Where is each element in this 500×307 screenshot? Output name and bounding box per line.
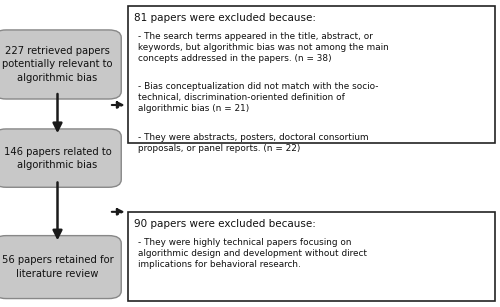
Text: 227 retrieved papers
potentially relevant to
algorithmic bias: 227 retrieved papers potentially relevan… — [2, 46, 113, 83]
Text: 146 papers related to
algorithmic bias: 146 papers related to algorithmic bias — [4, 146, 112, 170]
Text: 56 papers retained for
literature review: 56 papers retained for literature review — [2, 255, 114, 279]
FancyBboxPatch shape — [0, 236, 122, 298]
Bar — [128, 6, 495, 143]
Text: - They were highly technical papers focusing on
algorithmic design and developme: - They were highly technical papers focu… — [138, 238, 366, 269]
Text: - They were abstracts, posters, doctoral consortium
proposals, or panel reports.: - They were abstracts, posters, doctoral… — [138, 133, 368, 153]
Text: 81 papers were excluded because:: 81 papers were excluded because: — [134, 13, 316, 23]
Text: 90 papers were excluded because:: 90 papers were excluded because: — [134, 219, 316, 229]
FancyBboxPatch shape — [0, 30, 122, 99]
Text: - The search terms appeared in the title, abstract, or
keywords, but algorithmic: - The search terms appeared in the title… — [138, 32, 388, 63]
Text: - Bias conceptualization did not match with the socio-
technical, discrimination: - Bias conceptualization did not match w… — [138, 82, 378, 114]
Bar — [128, 212, 495, 301]
FancyBboxPatch shape — [0, 129, 122, 187]
